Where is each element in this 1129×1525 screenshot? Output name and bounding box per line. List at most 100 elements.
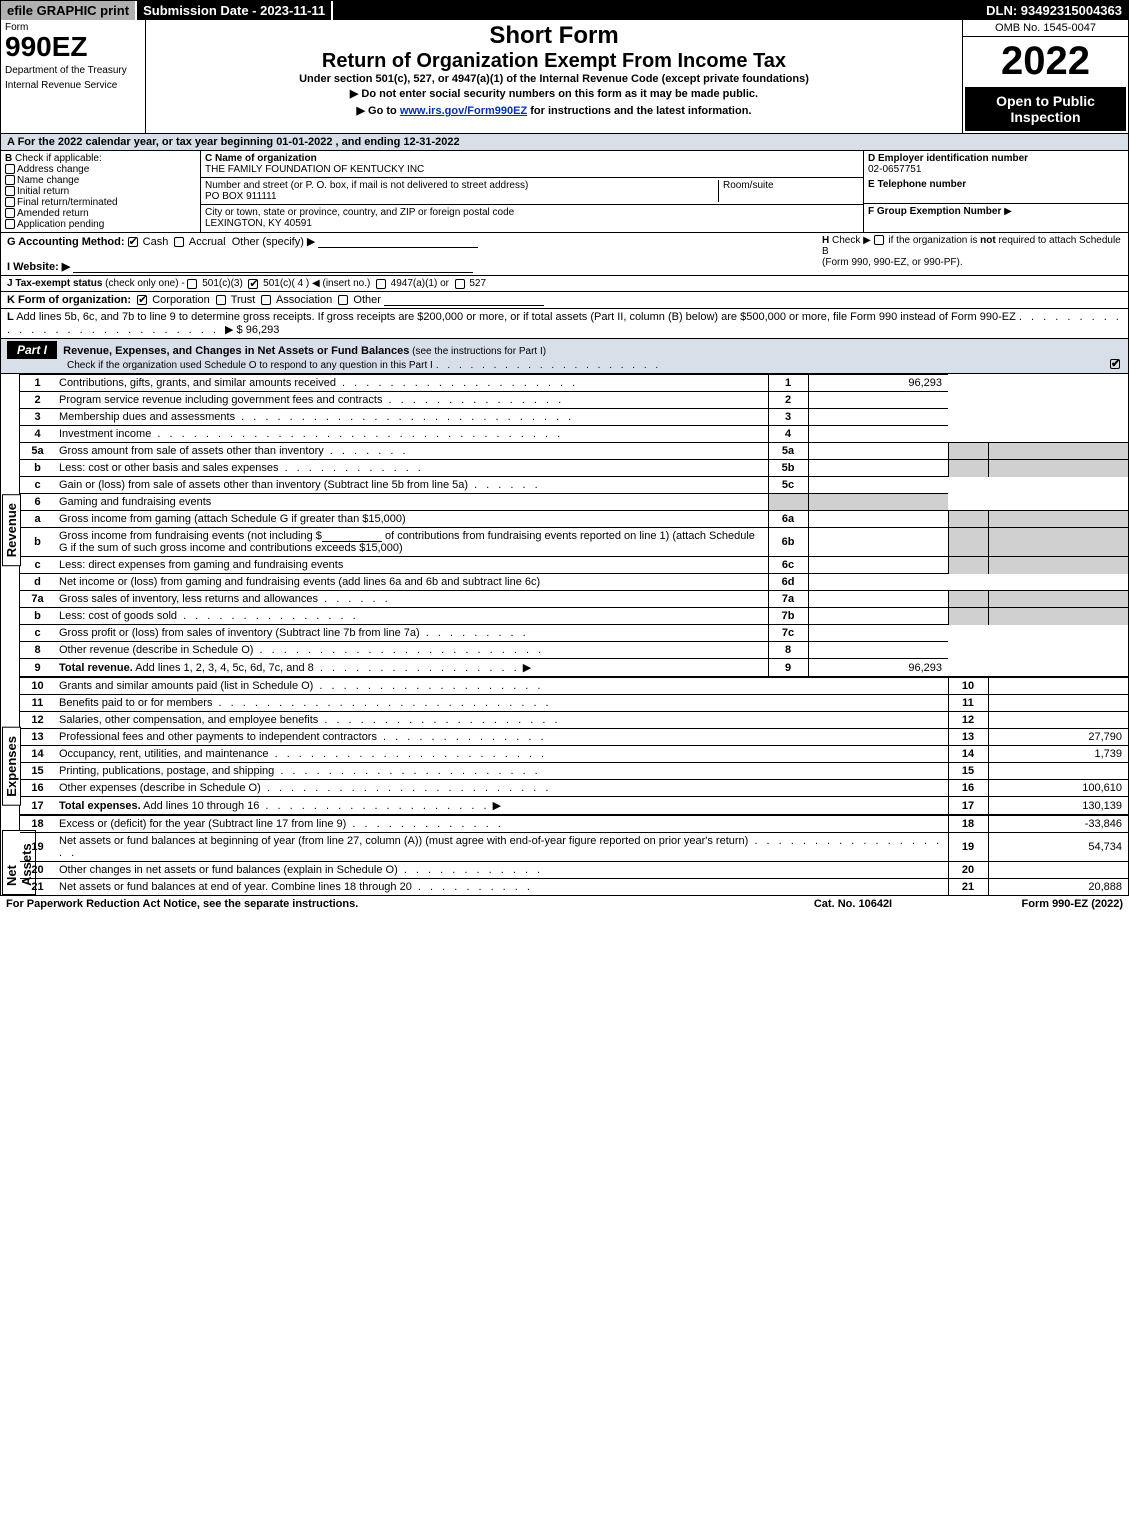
valsh-7a [988, 591, 1128, 608]
cbx-501c3[interactable] [187, 279, 197, 289]
part-i-badge: Part I [7, 341, 57, 359]
cbx-h[interactable] [874, 235, 884, 245]
c-street-label: Number and street (or P. O. box, if mail… [205, 180, 528, 191]
desc-14: Occupancy, rent, utilities, and maintena… [55, 746, 948, 763]
title-main: Return of Organization Exempt From Incom… [152, 50, 956, 73]
cbx-4947[interactable] [376, 279, 386, 289]
row-l: L Add lines 5b, 6c, and 7b to line 9 to … [1, 309, 1128, 339]
num-11: 11 [948, 695, 988, 712]
cbx-corp[interactable] [137, 295, 147, 305]
cbx-cash[interactable] [128, 237, 138, 247]
form-header: Form 990EZ Department of the Treasury In… [1, 20, 1128, 134]
val-18: -33,846 [988, 816, 1128, 833]
cbx-amended-return[interactable] [5, 208, 15, 218]
midval-5b [808, 460, 948, 477]
part-i-title: Revenue, Expenses, and Changes in Net As… [63, 345, 409, 357]
form-990ez-page: efile GRAPHIC print Submission Date - 20… [0, 0, 1129, 896]
val-20 [988, 862, 1128, 879]
num-15: 15 [948, 763, 988, 780]
g-other-input[interactable] [318, 236, 478, 248]
ln-10: 10 [20, 678, 55, 695]
val-17: 130,139 [988, 797, 1128, 815]
h-not: not [980, 235, 996, 246]
ln-13: 13 [20, 729, 55, 746]
ln-3: 3 [20, 409, 55, 426]
cbx-527[interactable] [455, 279, 465, 289]
c-name-value: THE FAMILY FOUNDATION OF KENTUCKY INC [205, 164, 424, 175]
row-k: K Form of organization: Corporation Trus… [1, 292, 1128, 309]
header-right: OMB No. 1545-0047 2022 Open to Public In… [963, 20, 1128, 133]
desc-5c: Gain or (loss) from sale of assets other… [55, 477, 768, 494]
num-18: 18 [948, 816, 988, 833]
irs-link[interactable]: www.irs.gov/Form990EZ [400, 105, 527, 117]
ln-6: 6 [20, 494, 55, 511]
numsh-6b [948, 528, 988, 557]
numsh-6a [948, 511, 988, 528]
l-text: Add lines 5b, 6c, and 7b to line 9 to de… [16, 311, 1016, 323]
h-text2: if the organization is [888, 235, 980, 246]
cbx-application-pending[interactable] [5, 219, 15, 229]
subtitle: Under section 501(c), 527, or 4947(a)(1)… [152, 73, 956, 85]
cbx-address-change[interactable] [5, 164, 15, 174]
lbl-amended-return: Amended return [17, 208, 89, 219]
mid-7b: 7b [768, 608, 808, 625]
desc-10: Grants and similar amounts paid (list in… [55, 678, 948, 695]
cbx-501c[interactable] [248, 279, 258, 289]
cbx-initial-return[interactable] [5, 186, 15, 196]
cbx-other[interactable] [338, 295, 348, 305]
desc-19: Net assets or fund balances at beginning… [55, 833, 948, 862]
l-label: L [7, 311, 14, 323]
val-21: 20,888 [988, 879, 1128, 896]
title-short-form: Short Form [152, 22, 956, 50]
lbl-application-pending: Application pending [17, 219, 104, 230]
i-website-input[interactable] [73, 261, 473, 273]
6b-amount-input[interactable] [322, 530, 382, 542]
ln-7b: b [20, 608, 55, 625]
k-trust: Trust [231, 294, 256, 306]
mid-6c: 6c [768, 557, 808, 574]
num-4: 4 [768, 426, 808, 443]
num-20: 20 [948, 862, 988, 879]
revenue-vert-label: Revenue [2, 494, 21, 566]
midval-6c [808, 557, 948, 574]
ln-9: 9 [20, 659, 55, 677]
footer-right: Form 990-EZ (2022) [943, 898, 1123, 910]
d-label: D Employer identification number [868, 153, 1028, 164]
num-14: 14 [948, 746, 988, 763]
footer-left: For Paperwork Reduction Act Notice, see … [6, 898, 763, 910]
c-name-label: C Name of organization [205, 153, 317, 164]
desc-11: Benefits paid to or for members . . . . … [55, 695, 948, 712]
instruction-ssn: ▶ Do not enter social security numbers o… [152, 85, 956, 102]
desc-8: Other revenue (describe in Schedule O) .… [55, 642, 768, 659]
open-to-public: Open to Public Inspection [965, 87, 1126, 131]
mid-5a: 5a [768, 443, 808, 460]
ln-7a: 7a [20, 591, 55, 608]
c-street-value: PO BOX 911111 [205, 191, 277, 202]
valsh-6b [988, 528, 1128, 557]
num-2: 2 [768, 392, 808, 409]
k-other-input[interactable] [384, 294, 544, 306]
num-16: 16 [948, 780, 988, 797]
num-13: 13 [948, 729, 988, 746]
cbx-final-return[interactable] [5, 197, 15, 207]
desc-17: Total expenses. Add lines 10 through 16 … [55, 797, 948, 815]
omb-number: OMB No. 1545-0047 [963, 20, 1128, 37]
cbx-schedule-o[interactable] [1110, 359, 1120, 369]
cbx-name-change[interactable] [5, 175, 15, 185]
cbx-assoc[interactable] [261, 295, 271, 305]
cbx-trust[interactable] [216, 295, 226, 305]
d-value: 02-0657751 [868, 164, 921, 175]
expenses-section: Expenses 10Grants and similar amounts pa… [19, 676, 1128, 814]
valsh-5a [988, 443, 1128, 460]
cbx-accrual[interactable] [174, 237, 184, 247]
val-12 [988, 712, 1128, 729]
e-label: E Telephone number [868, 179, 966, 190]
numsh-5a [948, 443, 988, 460]
part-i-note2: Check if the organization used Schedule … [7, 360, 433, 371]
efile-print-button[interactable]: efile GRAPHIC print [1, 1, 137, 20]
ln-2: 2 [20, 392, 55, 409]
numsh-6 [768, 494, 808, 511]
h-text1: Check ▶ [832, 235, 874, 246]
lbl-initial-return: Initial return [17, 186, 69, 197]
expenses-vert-label: Expenses [2, 727, 21, 806]
